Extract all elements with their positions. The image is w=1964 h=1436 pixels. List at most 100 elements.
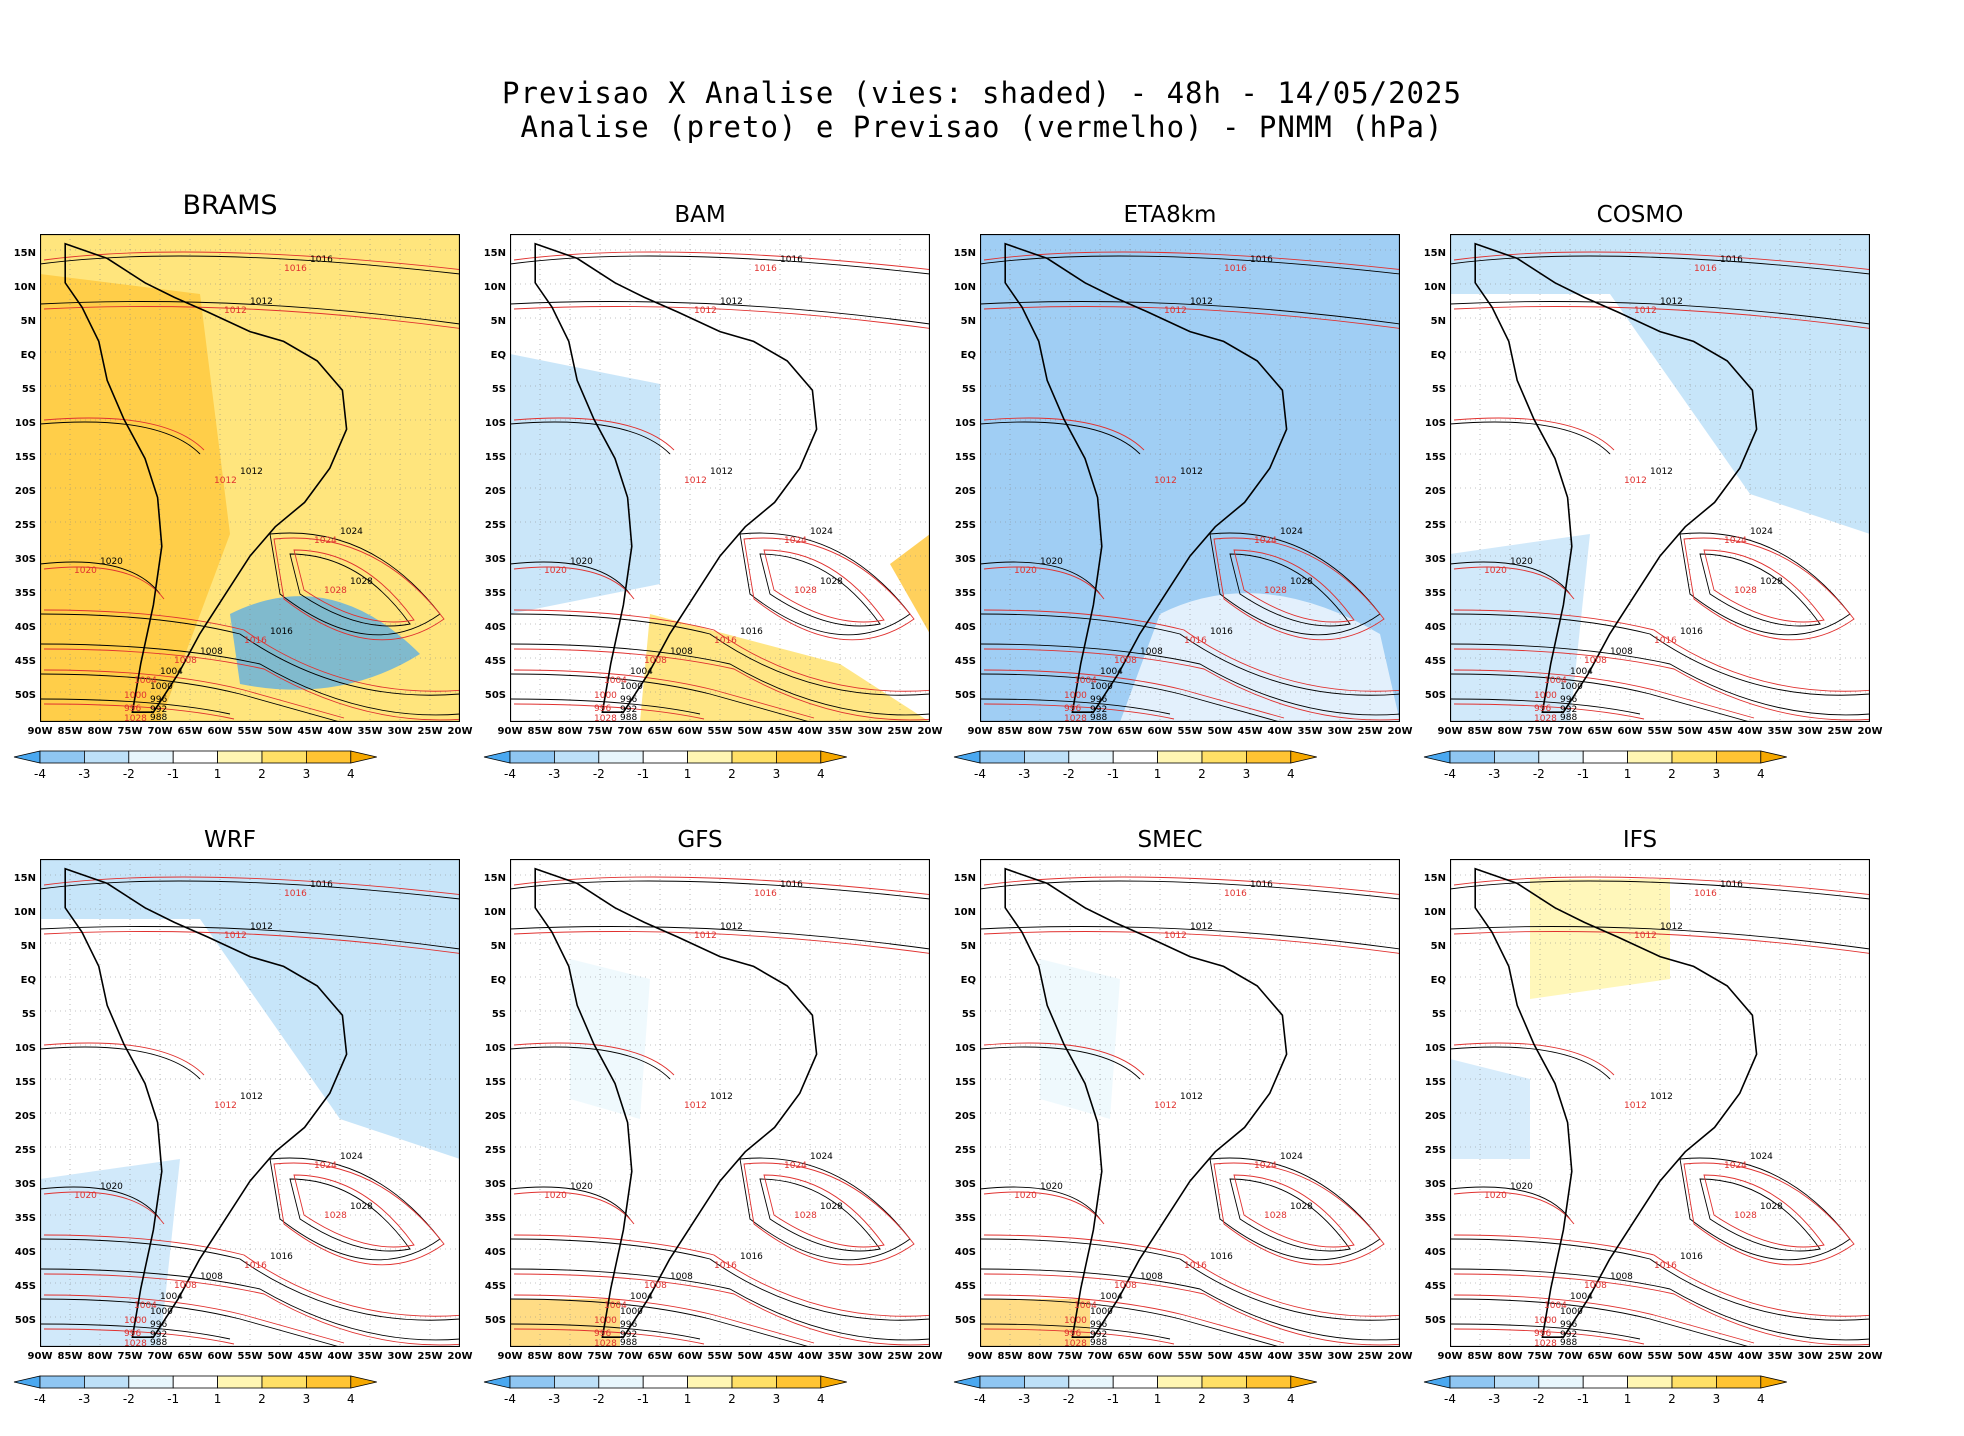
colorbar-label: 3 bbox=[303, 767, 311, 781]
colorbar: -4 -3 -2 -1 1 2 3 4 bbox=[950, 750, 1400, 794]
isobar-analysis bbox=[510, 880, 930, 900]
lon-label: 45W bbox=[297, 726, 323, 737]
lon-label: 30W bbox=[1797, 726, 1823, 737]
isobar-label-red: 1008 bbox=[1584, 1281, 1607, 1291]
lat-label: 20S bbox=[1424, 486, 1446, 497]
isobar-forecast bbox=[1213, 537, 1385, 641]
colorbar-segment bbox=[172, 750, 218, 764]
isobar-analysis bbox=[1229, 1178, 1351, 1252]
isobar-label-red: 1024 bbox=[784, 1161, 807, 1171]
isobar-label-black: 988 bbox=[1560, 1338, 1577, 1347]
lat-label: EQ bbox=[490, 975, 506, 986]
isobar-forecast bbox=[983, 306, 1400, 329]
lat-label: 25S bbox=[1424, 1145, 1446, 1156]
bias-shading bbox=[1040, 959, 1120, 1119]
colorbar-label: 1 bbox=[1154, 767, 1162, 781]
isobar-analysis bbox=[1699, 1178, 1821, 1252]
lon-label: 65W bbox=[1587, 726, 1613, 737]
map-frame bbox=[510, 234, 930, 722]
isobar-label-black: 1008 bbox=[1610, 647, 1633, 657]
isobar-analysis bbox=[510, 1186, 631, 1220]
isobar-label-red: 1012 bbox=[224, 306, 247, 316]
isobar-forecast bbox=[513, 306, 930, 329]
isobar-analysis bbox=[1450, 643, 1870, 716]
lon-label: 45W bbox=[1707, 1351, 1733, 1362]
colorbar-label: -1 bbox=[1577, 1392, 1589, 1406]
isobar-forecast bbox=[1453, 566, 1575, 600]
isobar-label-black: 1008 bbox=[1140, 647, 1163, 657]
lon-label: 70W bbox=[617, 726, 643, 737]
isobar-analysis bbox=[1450, 613, 1870, 696]
lon-label: 85W bbox=[997, 1351, 1023, 1362]
map-area: 1016 1012 1012 1024 1028 1020 1016 1008 1004 1000… bbox=[1450, 234, 1870, 722]
isobar-analysis bbox=[759, 1178, 881, 1252]
map-frame bbox=[40, 234, 460, 722]
colorbar-segment bbox=[84, 1375, 130, 1389]
isobar-label-black: 1012 bbox=[250, 297, 273, 307]
isobar-label-red: 1024 bbox=[1724, 1161, 1747, 1171]
lat-label: 45S bbox=[954, 1281, 976, 1292]
map-area: 1016 1012 1012 1024 1028 1020 1016 1008 1004 1000… bbox=[510, 234, 930, 722]
isobar-label-black: 988 bbox=[1090, 713, 1107, 722]
isobar-label-black: 1024 bbox=[1750, 1152, 1773, 1162]
lat-label: 25S bbox=[484, 520, 506, 531]
lon-label: 90W bbox=[27, 1351, 53, 1362]
map-area: 1016 1012 1012 1024 1028 1020 1016 1008 1004 1000… bbox=[40, 234, 460, 722]
lat-label: 45S bbox=[484, 1281, 506, 1292]
isobar-label-black: 1016 bbox=[1680, 627, 1703, 637]
colorbar-label: 3 bbox=[1713, 1392, 1721, 1406]
isobar-label-black: 1016 bbox=[780, 255, 803, 265]
bias-shading bbox=[40, 859, 460, 1159]
isobar-label-red: 996 bbox=[1064, 704, 1081, 714]
isobar-forecast bbox=[513, 876, 930, 896]
colorbar: -4 -3 -2 -1 1 2 3 4 bbox=[950, 1375, 1400, 1419]
isobar-label-black: 996 bbox=[1560, 1320, 1577, 1330]
isobar-forecast bbox=[743, 537, 915, 641]
isobar-analysis bbox=[510, 255, 930, 275]
isobar-label-black: 1016 bbox=[1210, 627, 1233, 637]
lon-label: 50W bbox=[267, 726, 293, 737]
lat-label: 15S bbox=[14, 1077, 36, 1088]
lat-label: 35S bbox=[1424, 588, 1446, 599]
lat-label: 30S bbox=[484, 554, 506, 565]
colorbar-segment bbox=[1582, 1375, 1628, 1389]
isobar-label-red: 1020 bbox=[74, 566, 97, 576]
isobar-label-black: 1024 bbox=[1750, 527, 1773, 537]
lon-label: 65W bbox=[1117, 726, 1143, 737]
isobar-forecast bbox=[513, 669, 815, 719]
isobar-label-red: 1004 bbox=[1544, 676, 1567, 686]
isobar-forecast bbox=[1453, 609, 1870, 692]
isobar-forecast bbox=[513, 417, 675, 451]
colorbar-arrow-right bbox=[820, 1375, 847, 1389]
isobar-forecast bbox=[763, 549, 885, 623]
isobar-label-red: 1028 bbox=[1534, 714, 1557, 722]
isobar-analysis bbox=[1450, 255, 1870, 275]
isobar-label-red: 1028 bbox=[124, 1339, 147, 1347]
colorbar-segment bbox=[305, 1375, 352, 1389]
lat-label: 10N bbox=[953, 282, 976, 293]
lat-label: 35S bbox=[484, 588, 506, 599]
isobar-forecast bbox=[983, 1328, 1175, 1345]
isobar-label-black: 996 bbox=[1090, 1320, 1107, 1330]
isobar-label-red: 1016 bbox=[754, 264, 777, 274]
isobar-label-red: 996 bbox=[594, 1329, 611, 1339]
colorbar-label: -3 bbox=[1488, 1392, 1500, 1406]
map-area: 1016 1012 1012 1024 1028 1020 1016 1008 1004 1000… bbox=[980, 859, 1400, 1347]
isobar-label-red: 1004 bbox=[1074, 676, 1097, 686]
colorbar-segment bbox=[979, 1375, 1025, 1389]
colorbar-segment bbox=[642, 750, 688, 764]
colorbar-label: -4 bbox=[504, 1392, 516, 1406]
lon-label: 20W bbox=[917, 726, 943, 737]
isobar-label-red: 1020 bbox=[1484, 1191, 1507, 1201]
isobar-label-red: 1016 bbox=[1654, 636, 1677, 646]
panel-title: IFS bbox=[1622, 827, 1658, 853]
lat-label: 40S bbox=[484, 1247, 506, 1258]
lat-label: EQ bbox=[960, 350, 976, 361]
isobar-label-red: 1016 bbox=[244, 1261, 267, 1271]
lat-label: 5S bbox=[1431, 384, 1446, 395]
panel-bam: BAM 15N 10N 5N EQ 5S 10S 15S 20S 25S 30S 35S 40S 45S 5… bbox=[470, 190, 943, 800]
isobar-label-black: 1020 bbox=[1510, 557, 1533, 567]
lon-label: 80W bbox=[1497, 1351, 1523, 1362]
isobar-analysis bbox=[40, 1298, 341, 1347]
colorbar-label: -4 bbox=[34, 767, 46, 781]
